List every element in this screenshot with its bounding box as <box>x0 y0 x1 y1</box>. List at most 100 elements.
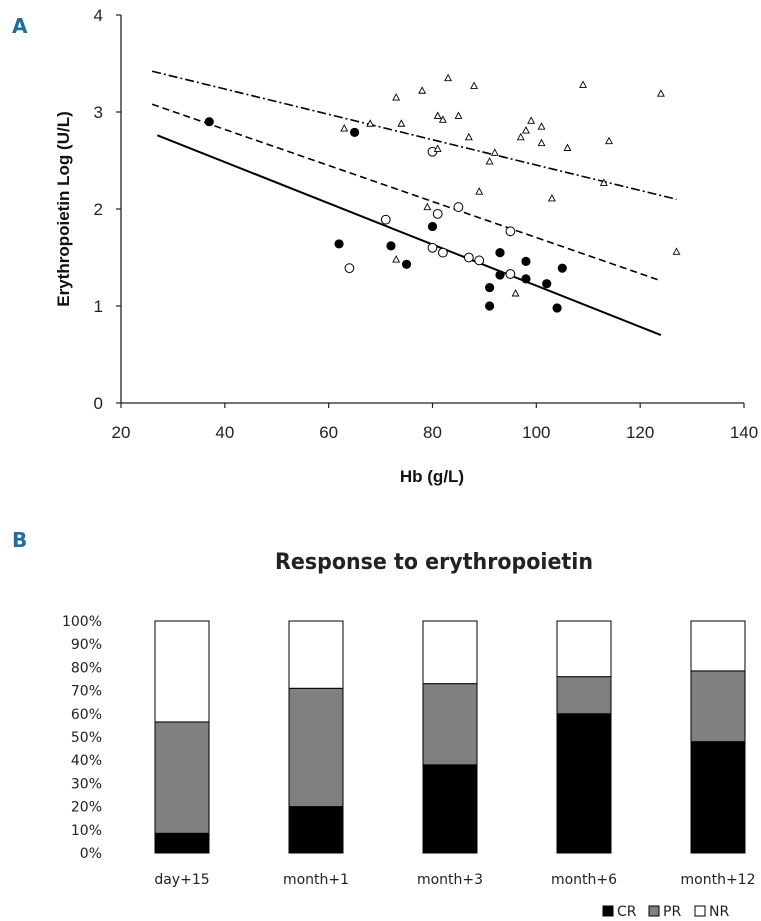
open-triangle-point <box>490 148 499 156</box>
bar-y-tick-label: 0% <box>80 846 102 862</box>
bar-segment-pr <box>556 676 612 715</box>
scatter-x-tick-label: 60 <box>319 423 338 442</box>
open-circle-point <box>453 202 464 212</box>
open-triangle-point <box>511 289 520 297</box>
regression-line-dashed <box>151 103 662 282</box>
open-triangle-point <box>475 187 484 195</box>
bar-segment-nr <box>154 620 210 723</box>
scatter-y-tick-label: 3 <box>94 103 103 122</box>
open-triangle-point <box>672 247 681 255</box>
bar-segment-cr <box>288 806 344 854</box>
open-triangle-point <box>656 89 665 97</box>
bar-chart-legend: CR PR NR <box>602 904 729 920</box>
open-triangle-point <box>454 111 463 119</box>
filled-circle-point <box>552 303 562 313</box>
scatter-y-axis-label: Erythropoietin Log (U/L) <box>54 111 73 306</box>
open-triangle-point <box>527 116 536 124</box>
open-triangle-point <box>605 136 613 145</box>
bar-category-label: day+15 <box>154 872 209 888</box>
panel-b-label: B <box>12 528 28 552</box>
panel-a-label: A <box>12 14 28 38</box>
bar-segment-nr <box>690 620 746 672</box>
open-triangle-point <box>444 73 453 82</box>
bar-y-tick-label: 100% <box>62 614 102 630</box>
filled-circle-point <box>334 239 344 249</box>
bar-segment-pr <box>288 687 344 808</box>
open-triangle-point <box>537 122 546 130</box>
scatter-x-tick-label: 140 <box>730 423 758 442</box>
regression-line-dash-dot <box>151 70 677 201</box>
filled-circle-point <box>557 263 567 273</box>
scatter-x-tick-label: 20 <box>112 423 131 442</box>
bar-segment-cr <box>422 764 478 854</box>
filled-circle-point <box>386 241 396 251</box>
open-triangle-point <box>521 126 530 134</box>
scatter-x-tick-label: 40 <box>215 423 234 442</box>
open-triangle-point <box>563 143 572 151</box>
legend-swatch-pr <box>648 905 660 917</box>
open-triangle-point <box>433 144 442 152</box>
open-circle-point <box>463 252 474 263</box>
bar-segment-pr <box>422 683 478 766</box>
open-triangle-point <box>516 132 525 141</box>
bar-segment-nr <box>288 620 344 689</box>
scatter-x-tick-label: 80 <box>423 423 442 442</box>
open-circle-point <box>380 214 391 225</box>
legend-label-nr: NR <box>709 904 729 920</box>
bar-category-label: month+3 <box>417 872 483 888</box>
bar-y-tick-label: 50% <box>71 730 102 746</box>
scatter-plot-area: 0 1 2 3 4 20 40 60 80 100 120 140 <box>94 6 759 442</box>
bar-segment-nr <box>422 620 478 685</box>
bar-y-tick-label: 60% <box>71 707 102 723</box>
open-triangle-point <box>418 86 427 94</box>
filled-circle-point <box>521 274 531 284</box>
legend-label-pr: PR <box>663 904 681 920</box>
scatter-y-tick-label: 0 <box>94 394 103 413</box>
open-triangle-point <box>433 111 442 119</box>
filled-circle-point <box>495 248 505 258</box>
open-triangle-point <box>392 93 401 101</box>
bar-plot-area: 0% 10% 20% 30% 40% 50% 60% 70% 80% 90% 100% day+15 m… <box>62 614 756 888</box>
filled-circle-point <box>485 282 495 293</box>
bar-y-tick-label: 90% <box>71 637 102 653</box>
open-triangle-point <box>366 119 375 127</box>
filled-circle-point <box>204 117 214 127</box>
open-triangle-point <box>397 119 406 127</box>
open-triangle-point <box>438 115 447 123</box>
open-triangle-point <box>485 157 494 165</box>
open-circle-point <box>505 269 516 279</box>
open-triangle-point <box>340 124 349 132</box>
open-triangle-point <box>547 193 556 202</box>
open-triangle-point <box>470 81 478 89</box>
bar-segment-cr <box>556 713 612 854</box>
filled-circle-point <box>350 127 360 137</box>
open-circle-point <box>427 242 438 253</box>
open-triangle-point <box>599 178 608 186</box>
scatter-x-tick-label: 120 <box>626 423 654 442</box>
open-triangle-point <box>392 255 401 263</box>
filled-circle-point <box>521 256 531 266</box>
filled-circle-point <box>427 221 438 232</box>
scatter-y-tick-label: 4 <box>94 6 103 25</box>
open-triangle-point <box>464 132 473 141</box>
open-triangle-point <box>537 138 546 147</box>
bar-y-tick-label: 70% <box>71 684 102 700</box>
bar-segment-nr <box>556 620 612 678</box>
bar-category-label: month+12 <box>681 872 756 888</box>
filled-circle-point <box>495 270 505 280</box>
scatter-y-tick-label: 2 <box>94 200 103 219</box>
scatter-x-axis-label: Hb (g/L) <box>400 467 464 486</box>
open-triangle-point <box>423 202 432 211</box>
scatter-y-tick-label: 1 <box>94 297 103 316</box>
open-circle-point <box>344 263 355 274</box>
bar-category-label: month+6 <box>551 872 617 888</box>
open-circle-point <box>474 255 485 266</box>
legend-swatch-cr <box>602 905 614 917</box>
bar-category-label: month+1 <box>283 872 349 888</box>
filled-circle-point <box>542 279 552 289</box>
bar-segment-pr <box>154 721 210 834</box>
bar-y-tick-label: 30% <box>71 776 102 792</box>
filled-circle-point <box>485 301 495 311</box>
regression-line-solid <box>156 134 662 337</box>
